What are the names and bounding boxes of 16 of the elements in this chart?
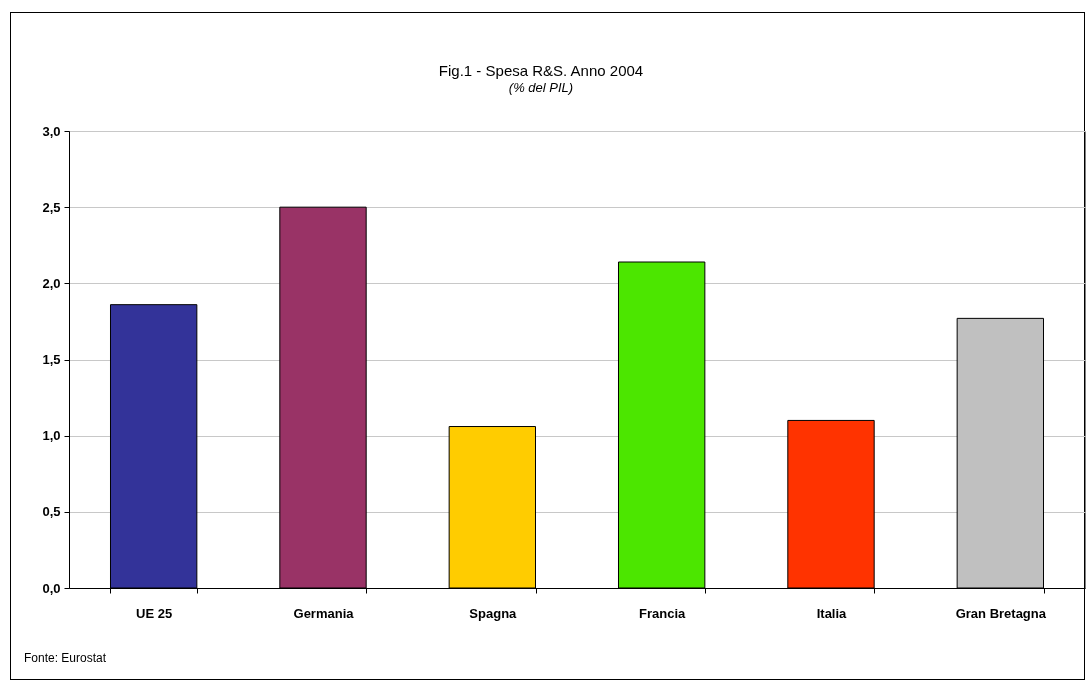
y-tick-label: 0,0 xyxy=(42,580,61,596)
x-tick-label: UE 25 xyxy=(136,605,173,621)
y-tick-label: 2,0 xyxy=(42,275,61,291)
source-note: Fonte: Eurostat xyxy=(24,651,107,665)
x-tick-label: Germania xyxy=(293,605,355,621)
x-tick-label: Francia xyxy=(639,605,687,621)
y-tick-label: 1,5 xyxy=(42,352,61,367)
x-tick-label: Gran Bretagna xyxy=(955,605,1047,621)
x-tick-label: Spagna xyxy=(469,605,518,621)
y-tick-label: 1,0 xyxy=(42,428,61,444)
y-tick-label: 2,5 xyxy=(42,199,61,215)
chart-title: Fig.1 - Spesa R&S. Anno 2004 xyxy=(438,62,644,79)
y-tick-label: 3,0 xyxy=(42,123,61,139)
x-tick-label: Italia xyxy=(816,605,848,621)
chart-subtitle: (% del PIL) xyxy=(508,80,574,95)
y-tick-label: 0,5 xyxy=(42,504,61,520)
